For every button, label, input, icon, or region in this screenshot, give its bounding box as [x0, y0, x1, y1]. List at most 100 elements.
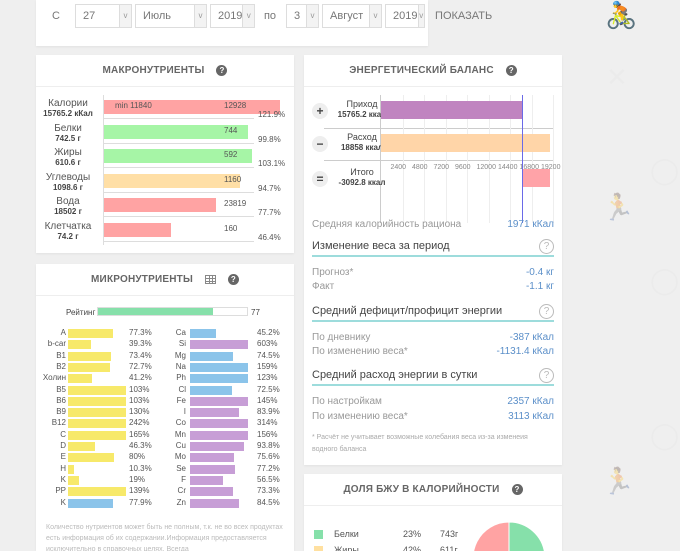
kettlebell-icon: ◯ [650, 265, 680, 295]
micronutrient-bar [190, 351, 234, 361]
micronutrient-percent: 314% [257, 418, 278, 428]
macro-percent: 103.1% [258, 159, 286, 168]
rating-bar [97, 307, 248, 316]
micronutrient-bar [190, 408, 239, 418]
micronutrient-percent: 77.9% [129, 497, 152, 507]
micronutrient-bar [190, 475, 223, 485]
micronutrient-percent: 73.3% [257, 486, 280, 496]
micronutrient-name: B1 [56, 350, 66, 360]
energy-row-label: Расход [347, 132, 377, 142]
macro-label: Углеводы [45, 171, 91, 183]
micronutrient-name: Si [178, 339, 186, 349]
expense-weight-row: По изменению веса* 3113 кКал [312, 411, 554, 422]
chevron-down-icon: v [306, 5, 319, 27]
bju-percent: 23% [403, 529, 422, 539]
macro-percent: 121.9% [258, 110, 286, 119]
micronutrient-percent: 77.2% [257, 463, 280, 473]
macro-percent: 94.7% [258, 183, 281, 193]
equals-icon: = [312, 171, 328, 187]
micronutrient-percent: 603% [257, 339, 278, 349]
micronutrient-row: Zn 84.5% [158, 498, 288, 509]
micronutrient-percent: 145% [257, 395, 278, 405]
micronutrient-percent: 56.5% [257, 474, 280, 484]
bju-row: Жиры 42% 611г [314, 545, 464, 551]
micronutrient-bar [68, 340, 91, 350]
micronutrient-row: Se 77.2% [158, 464, 288, 475]
macro-bar [104, 222, 171, 237]
micronutrient-name: Co [175, 418, 186, 428]
micronutrient-percent: 45.2% [257, 328, 280, 337]
energy-bar [522, 169, 550, 187]
micronutrient-percent: 130% [129, 407, 150, 417]
norm-line [104, 167, 254, 168]
macro-name: Белки 742.5 г [36, 123, 100, 144]
expense-settings-row: По настройкам 2357 кКал [312, 396, 554, 407]
micronutrient-bar [68, 374, 92, 384]
help-icon[interactable]: ? [227, 274, 239, 285]
micronutrient-row: Ph 123% [158, 373, 288, 384]
show-button[interactable]: ПОКАЗАТЬ [435, 10, 493, 22]
help-icon[interactable]: ? [505, 65, 517, 76]
macro-label: Вода [56, 196, 80, 207]
bju-name: Белки [334, 529, 359, 539]
help-icon[interactable]: ? [511, 484, 523, 495]
micronutrient-percent: 19% [129, 474, 146, 484]
help-icon[interactable]: ? [539, 303, 554, 319]
micronutrient-bar [68, 430, 126, 440]
micronutrient-name: b-car [47, 339, 66, 349]
micronutrient-row: B12 242% [36, 418, 166, 429]
macro-bar [104, 149, 253, 163]
micronutrient-percent: 84.5% [257, 497, 280, 507]
micronutrient-percent: 75.6% [257, 452, 280, 462]
help-icon[interactable]: ? [539, 238, 554, 254]
macro-label: Белки [54, 122, 82, 134]
micronutrient-bar [68, 408, 126, 418]
micronutrient-bar [68, 453, 115, 463]
axis-tick-label: 7200 [433, 164, 450, 171]
to-month-select[interactable]: Август v [322, 4, 383, 28]
from-label: С [52, 10, 60, 22]
micronutrient-bar [190, 498, 239, 508]
micronutrient-bar [68, 351, 111, 361]
deficit-weight-row: По изменению веса* -1131.4 кКал [312, 346, 554, 357]
micronutrient-percent: 46.3% [129, 441, 152, 450]
intake-marker-line [522, 95, 524, 223]
chart-axis [103, 95, 104, 245]
micronutrient-row: Cu 93.8% [158, 441, 288, 452]
micronutrient-percent: 139% [129, 486, 150, 496]
bju-pie-chart [473, 521, 545, 551]
from-day-select[interactable]: 27 v [74, 4, 132, 28]
grid-line [488, 95, 490, 223]
micronutrient-percent: 83.9% [257, 407, 280, 417]
micronutrient-bar [190, 385, 233, 395]
macro-norm: 744 [224, 125, 238, 135]
from-year-select[interactable]: 2019 v [209, 4, 255, 28]
micronutrient-percent: 123% [257, 373, 278, 383]
norm-line [104, 191, 254, 193]
help-icon[interactable]: ? [539, 367, 554, 383]
grid-line [424, 95, 425, 223]
micronutrient-row: Fe 145% [158, 396, 288, 407]
macro-amount: 1098.6 г [52, 182, 84, 192]
to-year-select[interactable]: 2019 v [385, 4, 426, 28]
macro-row: Клетчатка 74.2 г 160 46.4% [36, 221, 294, 245]
micronutrient-name: Zn [176, 497, 186, 507]
micronutrient-name: K [60, 497, 66, 507]
deficit-section: Средний дефицит/профицит энергии ? [312, 302, 554, 322]
micronutrient-name: K [60, 474, 66, 484]
bju-grams: 611г [440, 545, 458, 551]
micronutrient-name: B6 [56, 395, 66, 405]
help-icon[interactable]: ? [216, 65, 228, 76]
micronutrient-bar [190, 362, 248, 372]
macro-amount: 18502 г [54, 207, 82, 216]
table-icon[interactable] [204, 275, 216, 284]
micronutrient-name: B12 [51, 418, 66, 428]
from-month-select[interactable]: Июль v [134, 4, 207, 28]
micronutrient-bar [190, 340, 248, 350]
weight-change-section: Изменение веса за период ? [312, 237, 554, 257]
macro-amount: 742.5 г [55, 133, 81, 143]
macro-name: Калории 15765.2 кКал [36, 98, 100, 119]
micronutrient-bar [190, 430, 248, 440]
